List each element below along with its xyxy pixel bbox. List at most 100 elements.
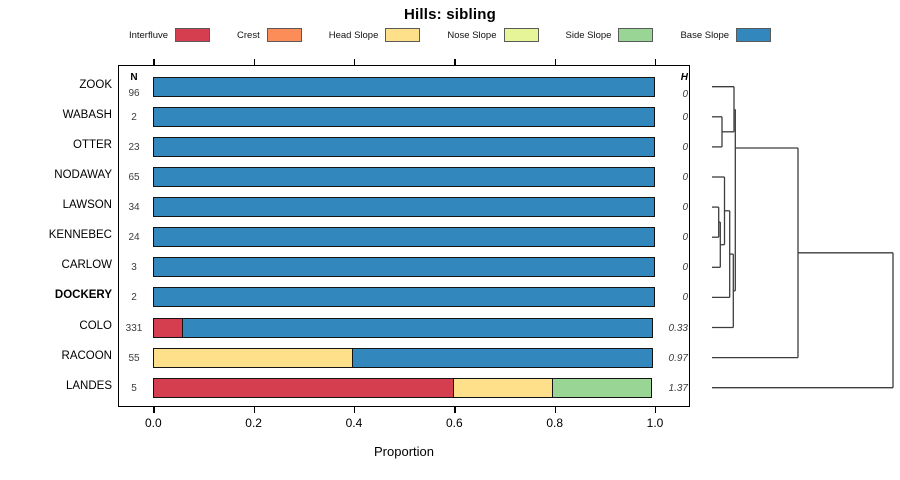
stacked-bar-kennebec bbox=[153, 227, 655, 248]
h-value: 0 bbox=[682, 202, 688, 214]
h-value: 0 bbox=[682, 292, 688, 304]
h-value: 0 bbox=[682, 172, 688, 183]
stacked-bar-zook bbox=[153, 76, 655, 97]
h-value: 0.97 bbox=[668, 352, 688, 364]
stacked-bar-otter bbox=[153, 136, 655, 157]
legend-label: Nose Slope bbox=[447, 29, 497, 41]
n-value: 55 bbox=[128, 352, 140, 364]
h-column-header: H bbox=[680, 72, 688, 83]
stacked-bar-racoon bbox=[153, 347, 654, 368]
x-axis-tick-top bbox=[253, 58, 255, 65]
x-axis-tick-bottom bbox=[353, 406, 356, 413]
legend-item-side-slope: Side Slope bbox=[566, 28, 654, 42]
bar-segment-interfluve bbox=[153, 377, 455, 398]
legend-swatch bbox=[618, 28, 654, 42]
bar-segment-base_slope bbox=[153, 76, 655, 97]
n-value: 5 bbox=[131, 382, 137, 394]
x-axis-tick-top bbox=[655, 58, 657, 65]
row-label-otter: OTTER bbox=[73, 138, 112, 151]
x-axis-tick-bottom bbox=[554, 406, 556, 413]
x-axis-tick-label: 0.2 bbox=[245, 416, 262, 430]
chart-title: Hills: sibling bbox=[404, 6, 496, 23]
row-label-wabash: WABASH bbox=[62, 108, 112, 121]
legend-swatch bbox=[266, 28, 302, 42]
n-value: 23 bbox=[128, 141, 140, 153]
n-value: 34 bbox=[128, 202, 140, 214]
bar-segment-base_slope bbox=[153, 257, 655, 278]
plot-area bbox=[118, 65, 690, 407]
stacked-bar-landes bbox=[153, 377, 652, 398]
x-axis-tick-bottom bbox=[655, 406, 657, 413]
bar-segment-side_slope bbox=[551, 377, 652, 398]
legend-item-crest: Crest bbox=[237, 28, 302, 42]
legend-swatch bbox=[175, 28, 211, 42]
x-axis-tick-top bbox=[454, 58, 456, 65]
legend-label: Crest bbox=[237, 29, 260, 41]
stacked-bar-lawson bbox=[153, 197, 655, 218]
h-value: 0 bbox=[682, 232, 688, 244]
n-value: 3 bbox=[131, 262, 137, 274]
x-axis-tick-bottom bbox=[253, 406, 255, 413]
bar-segment-base_slope bbox=[352, 347, 654, 368]
h-value: 1.37 bbox=[668, 382, 688, 394]
legend-item-nose-slope: Nose Slope bbox=[447, 28, 539, 42]
legend-item-base-slope: Base Slope bbox=[680, 28, 772, 42]
row-label-landes: LANDES bbox=[65, 379, 112, 392]
legend-label: Base Slope bbox=[680, 29, 730, 41]
stacked-bar-colo bbox=[153, 317, 654, 338]
bar-segment-interfluve bbox=[153, 317, 184, 338]
legend-label: Side Slope bbox=[565, 29, 612, 41]
bar-segment-base_slope bbox=[153, 106, 655, 127]
bar-segment-base_slope bbox=[153, 136, 655, 157]
n-column-header: N bbox=[130, 72, 138, 83]
bar-segment-base_slope bbox=[153, 167, 655, 187]
bar-segment-head_slope bbox=[153, 347, 354, 368]
legend-item-interfluve: Interfluve bbox=[128, 28, 211, 42]
x-axis-tick-label: 0.6 bbox=[445, 416, 463, 430]
bar-segment-head_slope bbox=[452, 377, 554, 398]
h-value: 0.33 bbox=[668, 322, 688, 334]
legend-swatch bbox=[503, 28, 539, 42]
h-value: 0 bbox=[682, 141, 688, 153]
row-label-kennebec: KENNEBEC bbox=[48, 229, 112, 242]
stacked-bar-carlow bbox=[153, 257, 655, 278]
x-axis-tick-bottom bbox=[153, 406, 155, 413]
x-axis-title: Proportion bbox=[374, 444, 434, 459]
n-value: 2 bbox=[131, 111, 137, 123]
stacked-bar-nodaway bbox=[153, 167, 655, 187]
x-axis-tick-label: 0.4 bbox=[345, 416, 363, 430]
legend-label: Interfluve bbox=[128, 29, 169, 41]
bar-segment-base_slope bbox=[153, 197, 655, 218]
x-axis-tick-top bbox=[554, 58, 556, 65]
row-label-nodaway: NODAWAY bbox=[54, 169, 112, 181]
n-value: 96 bbox=[128, 87, 140, 99]
row-label-lawson: LAWSON bbox=[62, 199, 112, 212]
n-value: 2 bbox=[131, 292, 137, 304]
h-value: 0 bbox=[682, 111, 688, 123]
x-axis-tick-label: 1.0 bbox=[646, 416, 664, 430]
n-value: 24 bbox=[128, 232, 140, 244]
bar-segment-base_slope bbox=[181, 317, 654, 338]
n-value: 331 bbox=[125, 322, 143, 334]
legend-swatch bbox=[736, 28, 772, 42]
h-value: 0 bbox=[682, 262, 688, 274]
x-axis-tick-top bbox=[153, 58, 155, 65]
n-value: 65 bbox=[128, 172, 140, 183]
x-axis-tick-label: 0.8 bbox=[546, 416, 563, 430]
legend-label: Head Slope bbox=[328, 29, 379, 41]
row-label-zook: ZOOK bbox=[79, 78, 112, 91]
x-axis-tick-top bbox=[353, 58, 356, 65]
bar-segment-base_slope bbox=[153, 227, 655, 248]
row-label-dockery: DOCKERY bbox=[54, 289, 112, 302]
row-label-colo: COLO bbox=[79, 319, 112, 332]
legend-swatch bbox=[385, 28, 421, 42]
stacked-bar-wabash bbox=[153, 106, 655, 127]
stacked-bar-dockery bbox=[153, 287, 655, 308]
row-label-racoon: RACOON bbox=[61, 349, 112, 362]
h-value: 0 bbox=[682, 88, 688, 100]
legend-item-head-slope: Head Slope bbox=[329, 28, 421, 42]
bar-segment-base_slope bbox=[153, 287, 655, 308]
x-axis-tick-bottom bbox=[454, 406, 456, 413]
legend: Interfluve Crest Head Slope Nose Slope S… bbox=[0, 26, 900, 44]
